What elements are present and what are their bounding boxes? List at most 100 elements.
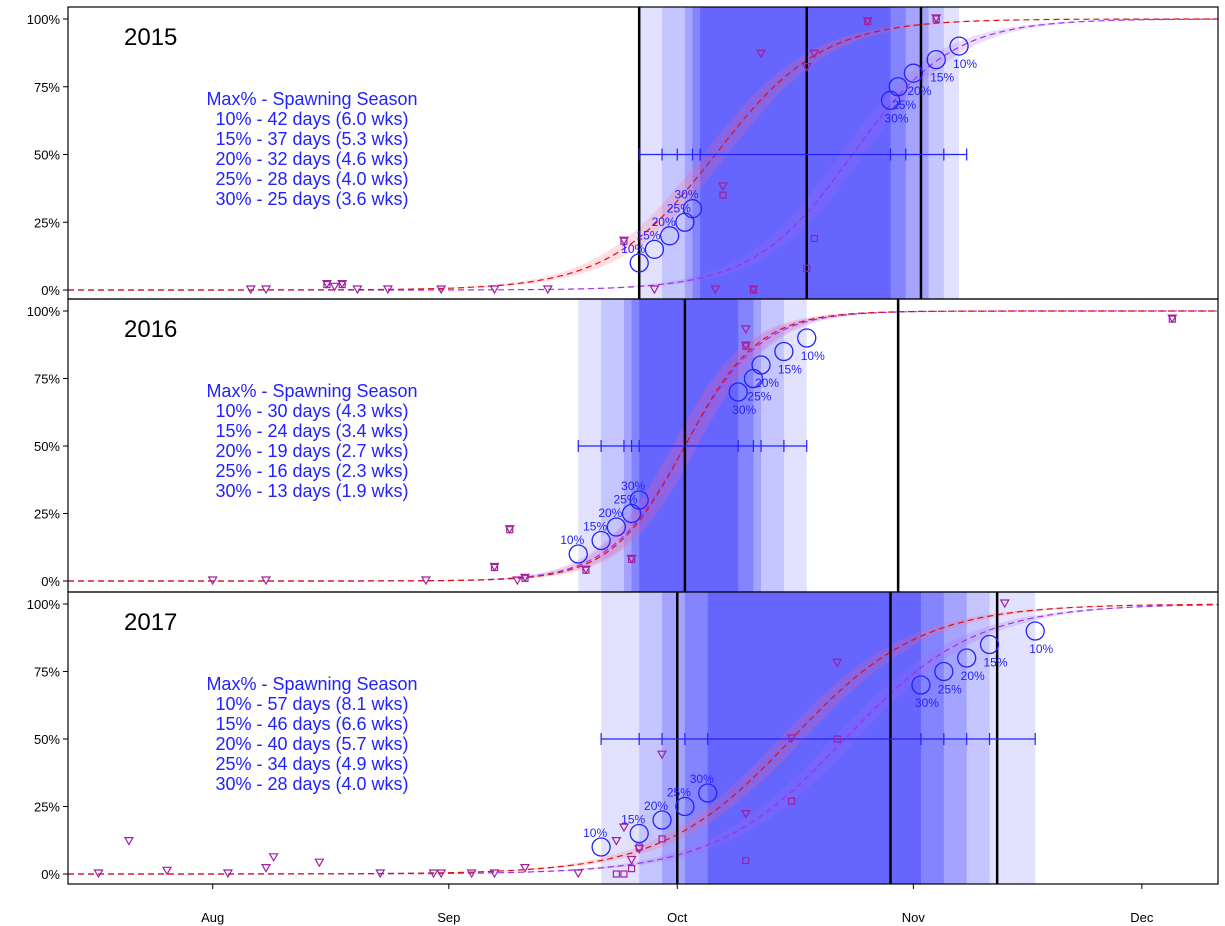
triangle-marker	[717, 182, 729, 192]
y-tick-label: 75%	[34, 372, 60, 387]
triangle-marker	[931, 14, 942, 24]
triangle-marker	[862, 17, 873, 26]
legend-line: 25% - 28 days (4.0 wks)	[215, 169, 408, 189]
red-ci-ribbon	[68, 311, 1218, 581]
x-tick-label: Aug	[201, 910, 224, 925]
threshold-circle	[698, 783, 718, 803]
triangle-marker	[352, 285, 363, 295]
threshold-circle	[629, 490, 649, 510]
red-ci-ribbon	[68, 19, 1218, 290]
square-marker	[627, 864, 636, 873]
x-tick-label: Oct	[667, 910, 688, 925]
legend-title: Max% - Spawning Season	[206, 381, 417, 401]
threshold-circle	[644, 239, 665, 260]
threshold-label: 15%	[930, 71, 954, 85]
threshold-label: 15%	[621, 813, 645, 827]
triangle-marker	[489, 562, 500, 572]
threshold-label: 15%	[778, 363, 802, 377]
threshold-circle	[660, 226, 680, 246]
square-marker	[658, 835, 666, 843]
triangle-marker	[740, 810, 751, 819]
panel-plot-area: 10%15%20%25%30%10%15%20%25%30%	[68, 299, 1218, 592]
threshold-circle	[797, 328, 817, 348]
triangle-marker	[618, 823, 629, 833]
threshold-circle	[728, 382, 748, 402]
panel-frame	[67, 591, 1219, 885]
triangle-marker	[93, 869, 104, 879]
threshold-circle	[629, 823, 649, 844]
triangle-marker	[329, 282, 340, 292]
square-marker	[635, 843, 643, 851]
panel-year-title: 2015	[124, 24, 177, 51]
square-marker	[1168, 315, 1176, 323]
season-band	[692, 7, 906, 299]
season-band	[707, 592, 921, 884]
legend-line: 25% - 34 days (4.9 wks)	[215, 754, 408, 774]
triangle-marker	[740, 325, 751, 335]
legend-title: Max% - Spawning Season	[206, 89, 417, 109]
threshold-label: 30%	[885, 111, 909, 125]
threshold-circle	[949, 36, 969, 56]
triangle-marker	[337, 279, 348, 289]
threshold-label: 30%	[674, 188, 698, 202]
legend-line: 30% - 28 days (4.0 wks)	[215, 774, 408, 794]
threshold-label: 10%	[583, 826, 607, 840]
threshold-circle	[743, 368, 764, 389]
triangle-marker	[260, 864, 272, 873]
y-tick-label: 100%	[27, 12, 61, 27]
triangle-marker	[809, 49, 820, 59]
threshold-label: 10%	[621, 242, 645, 256]
panel-plot-area: 10%15%20%25%30%10%15%20%25%30%	[68, 592, 1218, 884]
triangle-marker	[649, 285, 660, 295]
panel-2016: 10%15%20%25%30%10%15%20%25%30% 0% 25% 50% 75…	[27, 298, 1219, 593]
threshold-circle	[629, 253, 649, 273]
square-marker	[627, 555, 636, 564]
triangle-marker	[245, 285, 256, 295]
triangle-marker	[382, 285, 393, 295]
red-fit-curve	[68, 603, 1218, 875]
square-marker	[864, 18, 872, 26]
season-band	[601, 592, 1036, 884]
triangle-marker	[618, 236, 629, 246]
panel-2017: 10%15%20%25%30%10%15%20%25%30%0%25%50%75…	[27, 591, 1219, 885]
triangle-marker	[626, 855, 637, 865]
panel-2015: 10%15%20%25%30%10%15%20%25%30%0%25%50%75…	[27, 6, 1219, 300]
threshold-label: 20%	[644, 799, 668, 813]
triangle-marker	[580, 565, 591, 575]
threshold-label: 25%	[667, 786, 691, 800]
triangle-marker	[314, 858, 325, 868]
square-marker	[932, 15, 940, 23]
threshold-label: 30%	[621, 479, 645, 493]
triangle-marker	[832, 658, 843, 668]
threshold-circle	[606, 517, 626, 537]
threshold-circle	[926, 50, 946, 70]
square-marker	[582, 566, 590, 574]
threshold-circle	[568, 544, 588, 564]
triangle-marker	[519, 573, 530, 583]
x-axis: Aug Sep Oct Nov Dec	[201, 884, 1154, 925]
triangle-marker	[222, 869, 233, 879]
threshold-circle	[774, 341, 794, 362]
y-tick-label: 25%	[34, 800, 60, 815]
square-marker	[521, 574, 529, 582]
x-tick-label: Sep	[437, 910, 460, 925]
y-tick-label: 50%	[34, 439, 60, 454]
legend-line: 30% - 13 days (1.9 wks)	[215, 481, 408, 501]
legend-line: 10% - 42 days (6.0 wks)	[215, 109, 408, 129]
triangle-marker	[436, 285, 447, 295]
triangle-marker	[801, 63, 812, 72]
square-marker	[742, 856, 750, 865]
threshold-label: 25%	[614, 493, 638, 507]
y-tick-label: 75%	[34, 665, 60, 680]
y-tick-label: 25%	[34, 215, 60, 230]
season-band	[662, 7, 944, 299]
triangle-marker	[489, 285, 500, 295]
legend-line: 15% - 37 days (5.3 wks)	[215, 129, 408, 149]
square-marker	[620, 870, 628, 878]
triangle-marker	[436, 869, 447, 879]
triangle-marker	[207, 576, 218, 586]
triangle-marker	[489, 869, 500, 879]
y-tick-label: 0%	[41, 574, 60, 589]
square-marker	[742, 342, 750, 350]
purple-ci-ribbon	[68, 311, 1218, 581]
